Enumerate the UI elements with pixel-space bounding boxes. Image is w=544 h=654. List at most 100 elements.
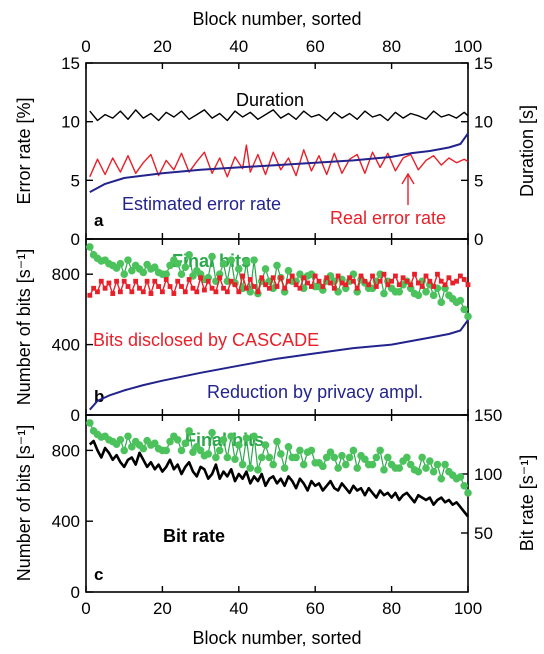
panel-b-point-bits-disclosed-by-cascade-38 — [232, 282, 238, 288]
panel-c-right-y-label: Bit rate [s⁻¹] — [517, 455, 537, 552]
panel-c-point-final-bits-17 — [150, 439, 159, 448]
panel-b-left-tick-label-1: 400 — [52, 336, 80, 355]
panel-b-point-final-bits-39 — [235, 265, 243, 273]
panel-c-point-final-bits-70 — [353, 464, 362, 472]
top-x-tick-label-0: 0 — [81, 37, 90, 56]
panel-c-point-final-bits-65 — [334, 464, 342, 472]
panel-b-point-final-bits-35 — [219, 259, 228, 268]
panel-b-point-bits-disclosed-by-cascade-42 — [247, 277, 253, 282]
panel-c-point-final-bits-24 — [177, 446, 186, 455]
panel-b-point-bits-disclosed-by-cascade-86 — [415, 280, 421, 286]
panel-b-point-bits-disclosed-by-cascade-66 — [339, 280, 345, 286]
top-x-tick-label-1: 20 — [153, 37, 172, 56]
panel-b-point-bits-disclosed-by-cascade-32 — [209, 285, 215, 291]
bottom-x-axis-label: Block number, sorted — [192, 628, 361, 648]
panel-b-point-bits-disclosed-by-cascade-60 — [316, 278, 322, 284]
panel-c-point-final-bits-67 — [341, 460, 350, 469]
panel-b-point-bits-disclosed-by-cascade-68 — [347, 275, 352, 281]
panel-c-point-final-bits-58 — [307, 446, 316, 455]
panel-b-point-bits-disclosed-by-cascade-10 — [125, 284, 131, 289]
panel-b-point-bits-disclosed-by-cascade-83 — [404, 278, 410, 284]
panel-c-point-final-bits-25 — [181, 439, 190, 448]
panel-c-right-tick-label-2: 150 — [474, 406, 502, 425]
panel-b-point-bits-disclosed-by-cascade-50 — [278, 275, 284, 281]
panel-b-point-bits-disclosed-by-cascade-81 — [396, 282, 402, 288]
panel-b-point-bits-disclosed-by-cascade-88 — [423, 273, 429, 279]
panel-a-right-tick-label-1: 5 — [474, 171, 483, 190]
panel-a-right-tick-label-3: 15 — [474, 54, 493, 73]
panel-c-point-final-bits-48 — [269, 460, 277, 469]
panel-c-point-final-bits-69 — [349, 446, 358, 455]
panel-a-left-tick-label-1: 5 — [71, 171, 80, 190]
panel-c-point-final-bits-34 — [215, 446, 224, 455]
panel-b-point-final-bits-86 — [414, 291, 423, 300]
panel-b-point-bits-disclosed-by-cascade-47 — [266, 285, 272, 291]
bottom-x-tick-label-3: 60 — [306, 599, 325, 618]
panel-c-point-final-bits-37 — [227, 432, 235, 441]
panel-b-point-bits-disclosed-by-cascade-27 — [190, 285, 196, 291]
panel-c-point-final-bits-49 — [273, 437, 281, 446]
panel-c-point-final-bits-41 — [242, 434, 251, 442]
panel-b-point-final-bits-26 — [185, 251, 193, 259]
panel-b-point-bits-disclosed-by-cascade-41 — [244, 285, 249, 291]
panel-b-point-bits-disclosed-by-cascade-4 — [102, 285, 108, 291]
annotation-estimated-error-rate: Estimated error rate — [122, 194, 281, 214]
panel-c-point-final-bits-23 — [173, 435, 182, 444]
panel-b-point-bits-disclosed-by-cascade-23 — [175, 278, 181, 284]
panel-b-point-bits-disclosed-by-cascade-1 — [91, 285, 97, 291]
panel-b-point-final-bits-41 — [242, 258, 251, 266]
panel-b-point-final-bits-14 — [139, 268, 148, 277]
panel-c-left-y-label: Number of bits [s⁻¹] — [14, 425, 34, 582]
panel-letter-a: a — [94, 211, 104, 230]
panel-b-point-final-bits-43 — [250, 256, 258, 264]
panel-b-point-bits-disclosed-by-cascade-69 — [351, 278, 356, 284]
panel-b-point-bits-disclosed-by-cascade-73 — [366, 282, 372, 288]
panel-b-point-bits-disclosed-by-cascade-54 — [293, 282, 299, 288]
panel-b-point-bits-disclosed-by-cascade-30 — [202, 287, 207, 293]
panel-c-point-final-bits-78 — [383, 453, 392, 462]
top-x-axis-label: Block number, sorted — [192, 9, 361, 29]
panel-b-point-bits-disclosed-by-cascade-91 — [435, 271, 440, 277]
panel-c-point-final-bits-76 — [376, 446, 384, 455]
panel-b-point-bits-disclosed-by-cascade-49 — [274, 284, 280, 289]
panel-b-point-bits-disclosed-by-cascade-45 — [259, 275, 265, 281]
panel-b-point-final-bits-98 — [460, 305, 468, 314]
panel-a-left-tick-label-2: 10 — [61, 113, 80, 132]
panel-b-point-bits-disclosed-by-cascade-43 — [251, 284, 257, 289]
panel-letter-c: c — [94, 565, 103, 584]
panel-b-point-bits-disclosed-by-cascade-62 — [324, 275, 330, 281]
top-x-tick-label-3: 60 — [306, 37, 325, 56]
panel-b-point-bits-disclosed-by-cascade-33 — [213, 289, 219, 295]
panel-c-point-final-bits-84 — [406, 460, 415, 469]
panel-b-point-bits-disclosed-by-cascade-16 — [148, 291, 154, 296]
bottom-x-tick-label-2: 40 — [229, 599, 248, 618]
panel-c-point-final-bits-11 — [128, 443, 136, 451]
panel-a-right-y-label: Duration [s] — [517, 105, 537, 197]
panel-c-point-final-bits-74 — [368, 460, 377, 469]
panel-c-point-final-bits-92 — [437, 474, 446, 483]
panel-b-point-final-bits-81 — [395, 288, 404, 296]
panel-b-point-final-bits-49 — [273, 261, 281, 270]
panel-c-left-tick-label-1: 400 — [52, 512, 80, 531]
panel-c-right-tick-label-1: 100 — [474, 465, 502, 484]
panel-c-point-final-bits-35 — [219, 435, 228, 444]
panel-b-point-final-bits-46 — [261, 265, 270, 273]
panel-a-left-tick-label-0: 0 — [71, 230, 80, 249]
panel-b-point-bits-disclosed-by-cascade-52 — [286, 278, 291, 284]
panel-b-point-bits-disclosed-by-cascade-94 — [446, 275, 452, 281]
panel-b-point-bits-disclosed-by-cascade-84 — [408, 282, 414, 288]
panel-c-point-final-bits-97 — [456, 473, 465, 481]
panel-c-point-final-bits-32 — [208, 428, 216, 437]
panel-b-point-final-bits-88 — [422, 288, 430, 296]
panel-b-point-bits-disclosed-by-cascade-18 — [156, 284, 161, 289]
panel-c-point-final-bits-0 — [86, 419, 94, 427]
panel-b-point-bits-disclosed-by-cascade-78 — [385, 282, 391, 288]
panel-c-point-final-bits-52 — [284, 443, 293, 451]
panel-b-point-bits-disclosed-by-cascade-31 — [205, 278, 211, 284]
panel-c-point-final-bits-27 — [189, 448, 197, 456]
panel-b-point-bits-disclosed-by-cascade-67 — [343, 282, 349, 288]
panel-c-point-final-bits-81 — [395, 464, 404, 472]
panel-b-point-bits-disclosed-by-cascade-99 — [465, 282, 471, 288]
panel-a-left-tick-label-3: 15 — [61, 54, 80, 73]
top-x-tick-label-2: 40 — [229, 37, 248, 56]
